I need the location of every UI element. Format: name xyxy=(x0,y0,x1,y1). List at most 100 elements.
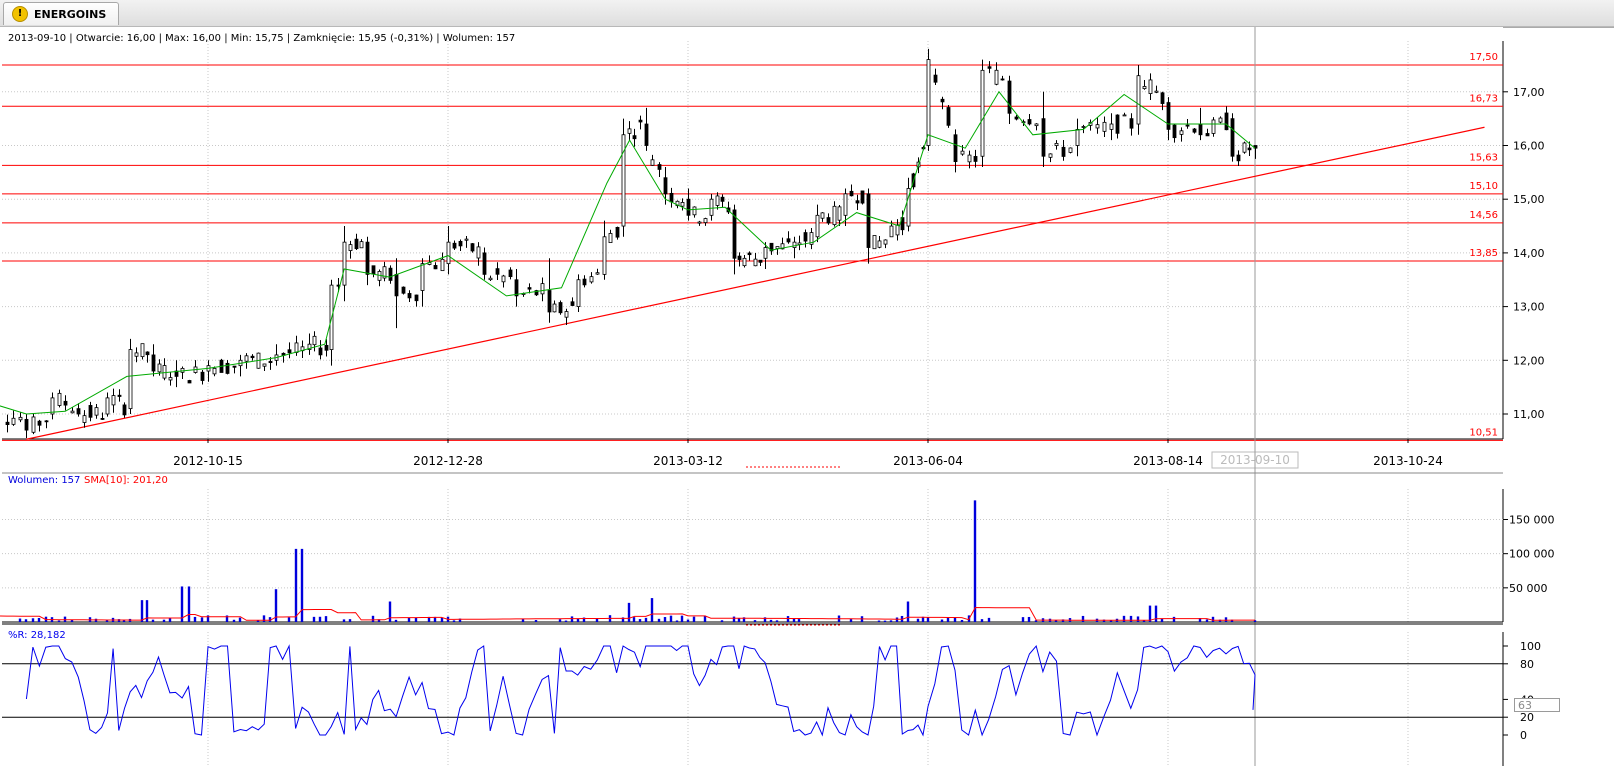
volume-bar-45 xyxy=(238,617,242,622)
volume-bar-44 xyxy=(232,619,236,622)
candle-body-197 xyxy=(1166,102,1171,130)
candle-body-205 xyxy=(1218,117,1223,123)
volume-bar-57 xyxy=(312,616,316,622)
volume-bar-108 xyxy=(627,602,631,622)
volume-bar-58 xyxy=(318,616,322,622)
volume-bar-124 xyxy=(720,620,724,622)
candle-body-100 xyxy=(576,279,581,308)
volume-bar-170 xyxy=(987,617,991,622)
volume-bar-166 xyxy=(960,619,964,622)
candle-body-8 xyxy=(11,417,16,425)
candle-body-187 xyxy=(1102,121,1107,132)
candle-body-151 xyxy=(872,235,877,250)
volume-bar-93 xyxy=(534,620,538,622)
candle-body-28 xyxy=(134,352,139,357)
candle-body-63 xyxy=(348,244,353,251)
volume-bar-100 xyxy=(576,618,580,622)
level-label-0: 17,50 xyxy=(1469,52,1498,63)
candle-body-157 xyxy=(906,188,911,227)
volume-bar-138 xyxy=(797,619,801,622)
volume-bar-128 xyxy=(742,617,746,622)
candle-body-148 xyxy=(855,200,860,204)
volume-bar-163 xyxy=(940,619,944,622)
candle-body-49 xyxy=(262,363,267,367)
candle-body-86 xyxy=(488,277,493,281)
volume-bar-159 xyxy=(916,618,920,622)
candle-body-191 xyxy=(1129,118,1134,129)
tab-title: ENERGOINS xyxy=(34,7,107,21)
candle-body-53 xyxy=(287,349,292,354)
candle-body-144 xyxy=(832,205,837,226)
candle-body-155 xyxy=(895,224,900,236)
level-label-1: 16,73 xyxy=(1469,93,1498,104)
price-ytick-label: 16,00 xyxy=(1513,140,1545,153)
volume-bar-153 xyxy=(883,620,887,622)
volume-bar-152 xyxy=(877,620,881,622)
candle-body-111 xyxy=(644,123,649,146)
candle-body-188 xyxy=(1109,123,1114,130)
candle-body-23 xyxy=(105,397,110,415)
candle-body-124 xyxy=(720,196,725,202)
candle-body-139 xyxy=(803,232,808,242)
candle-body-131 xyxy=(758,259,763,263)
candle-body-176 xyxy=(1027,119,1032,125)
candle-body-71 xyxy=(394,273,399,297)
volume-bar-118 xyxy=(686,619,690,622)
candle-body-92 xyxy=(527,287,532,290)
candle-body-115 xyxy=(669,192,674,203)
candle-body-82 xyxy=(464,238,469,241)
candle-body-44 xyxy=(232,365,237,368)
candle-body-196 xyxy=(1160,92,1165,104)
candle-body-81 xyxy=(458,240,463,247)
candle-body-210 xyxy=(1247,147,1252,151)
candle-body-170 xyxy=(987,66,992,69)
volume-bar-203 xyxy=(1205,619,1209,622)
volume-bar-165 xyxy=(953,617,957,622)
volume-bar-40 xyxy=(206,615,210,622)
candle-body-120 xyxy=(697,221,702,224)
volume-bar-10 xyxy=(24,619,28,622)
price-xtick-label: 2013-08-14 xyxy=(1133,454,1203,468)
candle-body-121 xyxy=(703,218,708,223)
volume-bar-196 xyxy=(1160,618,1164,622)
volume-bar-101 xyxy=(582,617,586,622)
candle-body-77 xyxy=(433,265,438,270)
candle-body-174 xyxy=(1014,116,1019,120)
tab-energoins[interactable]: ! ENERGOINS xyxy=(3,2,120,25)
volume-ytick-label: 100 000 xyxy=(1509,548,1555,561)
candle-body-102 xyxy=(589,276,594,283)
volume-bar-80 xyxy=(452,620,456,622)
candle-body-15 xyxy=(57,392,62,406)
candle-body-171 xyxy=(994,69,999,85)
wr-line xyxy=(25,644,1256,737)
candle-body-179 xyxy=(1048,153,1053,158)
volume-bar-26 xyxy=(122,620,126,622)
candle-body-7 xyxy=(5,421,10,426)
candle-body-83 xyxy=(470,243,475,252)
candle-body-136 xyxy=(786,238,791,243)
candle-body-58 xyxy=(318,347,323,356)
volume-bar-97 xyxy=(558,619,562,622)
volume-bar-116 xyxy=(675,620,679,622)
candle-body-150 xyxy=(866,193,871,248)
volume-bar-190 xyxy=(1122,615,1126,622)
volume-bar-206 xyxy=(1224,617,1228,622)
candle-body-182 xyxy=(1068,147,1073,153)
volume-bar-15 xyxy=(57,620,61,622)
candle-body-162 xyxy=(933,74,938,83)
volume-bar-37 xyxy=(187,586,191,622)
volume-bar-191 xyxy=(1129,615,1133,622)
candle-body-168 xyxy=(973,156,978,162)
volume-bar-113 xyxy=(657,618,661,622)
candle-body-97 xyxy=(558,302,563,314)
volume-bar-169 xyxy=(980,619,984,622)
candle-body-172 xyxy=(1000,78,1005,81)
wr-zoom-value[interactable]: 63 xyxy=(1514,698,1560,712)
candle-body-64 xyxy=(354,238,359,250)
candle-body-24 xyxy=(111,395,116,406)
price-ytick-label: 11,00 xyxy=(1513,408,1545,421)
volume-bar-99 xyxy=(570,616,574,622)
stock-chart[interactable]: 2013-09-10 | Otwarcie: 16,00 | Max: 16,0… xyxy=(0,27,1614,766)
candle-body-16 xyxy=(63,400,68,406)
volume-sma-label: SMA[10]: 201,20 xyxy=(84,475,168,486)
